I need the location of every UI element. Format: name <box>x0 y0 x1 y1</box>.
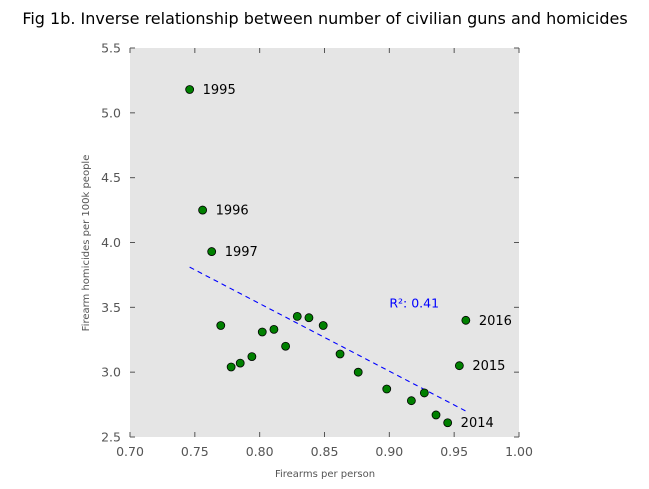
point-label: 2015 <box>472 359 505 374</box>
data-point <box>269 324 279 334</box>
data-point <box>406 396 416 406</box>
data-point <box>353 367 363 377</box>
data-point <box>216 321 226 330</box>
x-axis-label: Firearms per person <box>275 469 375 480</box>
chart-title: Fig 1b. Inverse relationship between num… <box>22 9 627 28</box>
x-tick-label: 0.70 <box>116 444 144 459</box>
data-point <box>431 410 441 420</box>
data-points <box>185 85 471 428</box>
data-point <box>443 418 453 428</box>
data-point <box>281 341 291 351</box>
x-tick-label: 0.85 <box>311 444 339 459</box>
y-tick-label: 3.5 <box>101 300 121 315</box>
data-point <box>382 384 392 394</box>
y-axis-label: Firearm homicides per 100k people <box>81 155 92 332</box>
data-point <box>207 247 217 256</box>
data-point <box>304 313 314 323</box>
point-label: 1997 <box>225 245 258 260</box>
x-tick-label: 0.95 <box>440 444 468 459</box>
plot-area <box>130 48 519 437</box>
point-label: 2016 <box>479 314 512 329</box>
data-point <box>185 85 195 94</box>
axis-ticks: 0.70 0.75 0.80 0.85 0.90 0.95 1.00 2.5 3.0 3.5 4.0… <box>101 41 533 460</box>
data-point <box>419 388 429 398</box>
trendline <box>189 266 467 412</box>
data-point <box>454 361 464 371</box>
r-squared-annotation: R²: 0.41 <box>389 295 439 310</box>
data-point <box>318 321 328 330</box>
point-label: 1995 <box>203 83 236 98</box>
x-tick-label: 0.80 <box>246 444 274 459</box>
point-label: 2014 <box>461 416 494 431</box>
y-tick-label: 3.0 <box>101 365 121 380</box>
y-tick-label: 2.5 <box>101 430 121 445</box>
trendline-group: R²: 0.41 <box>189 266 467 412</box>
data-point <box>235 358 245 368</box>
y-tick-label: 4.5 <box>101 170 121 185</box>
data-point <box>257 327 267 337</box>
x-tick-label: 1.00 <box>505 444 533 459</box>
x-tick-label: 0.90 <box>375 444 403 459</box>
data-point <box>247 352 257 362</box>
data-point <box>226 362 236 372</box>
data-point <box>292 312 302 321</box>
data-point <box>335 349 345 359</box>
x-tick-label: 0.75 <box>181 444 209 459</box>
data-point <box>461 315 471 325</box>
data-point <box>198 205 208 215</box>
y-tick-label: 5.0 <box>101 105 121 120</box>
y-tick-label: 5.5 <box>101 41 121 56</box>
point-labels: 1995 1996 1997 2014 2015 2016 <box>203 83 512 431</box>
point-label: 1996 <box>216 204 249 219</box>
y-tick-label: 4.0 <box>101 235 121 250</box>
